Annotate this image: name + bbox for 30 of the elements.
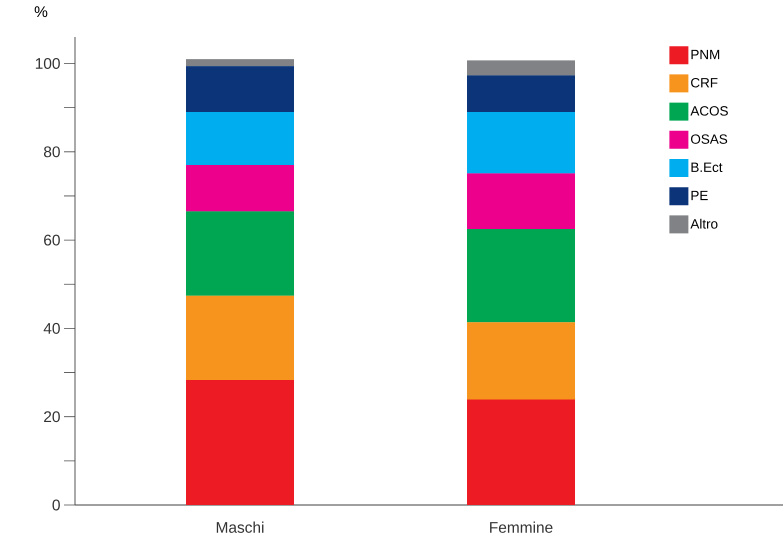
bar — [186, 380, 294, 505]
bar — [467, 229, 576, 322]
y-tick-label: 0 — [52, 500, 60, 510]
legend-label: OSAS — [691, 134, 728, 144]
legend-label: CRF — [691, 78, 718, 88]
bar — [186, 66, 294, 112]
bar — [186, 211, 294, 296]
y-tick-label: 60 — [44, 234, 60, 246]
y-tick-label: 100 — [36, 58, 60, 69]
bar — [467, 322, 576, 400]
legend-label: B.Ect — [691, 162, 722, 172]
legend-label: PNM — [691, 50, 720, 60]
legend-label: Altro — [690, 218, 718, 229]
bar — [186, 112, 294, 166]
legend-label: ACOS — [690, 106, 728, 116]
x-tick-label: Maschi — [216, 522, 264, 533]
x-tick-label: Femmine — [490, 522, 552, 533]
bar — [467, 112, 576, 174]
y-axis-title: % — [34, 6, 48, 18]
bar — [467, 173, 576, 230]
bar — [186, 296, 294, 380]
bar — [467, 75, 576, 112]
bar — [467, 60, 576, 76]
y-tick-label: 20 — [44, 411, 60, 422]
legend-label: PE — [691, 190, 708, 200]
bar — [186, 165, 294, 212]
y-tick-label: 80 — [44, 146, 60, 158]
bar — [186, 59, 294, 66]
bar — [467, 399, 576, 505]
y-tick-label: 40 — [44, 322, 60, 334]
